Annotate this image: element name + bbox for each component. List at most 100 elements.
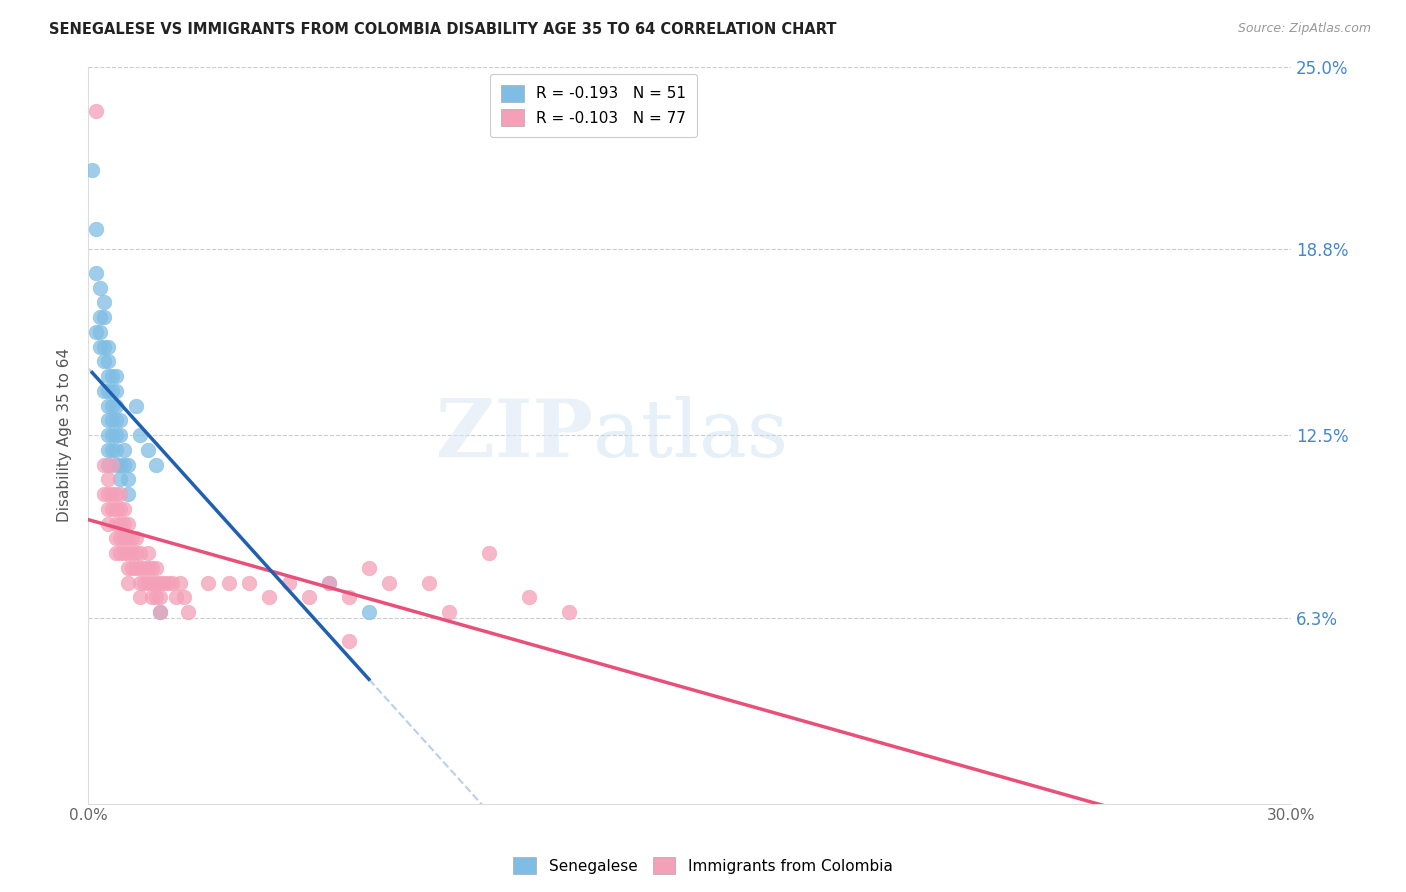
Point <box>418 575 440 590</box>
Point <box>277 575 299 590</box>
Point <box>117 575 139 590</box>
Point <box>110 546 132 560</box>
Point <box>101 487 124 501</box>
Legend: Senegalese, Immigrants from Colombia: Senegalese, Immigrants from Colombia <box>508 851 898 880</box>
Point <box>97 516 120 531</box>
Text: ZIP: ZIP <box>436 396 593 475</box>
Point <box>145 458 167 472</box>
Point <box>101 369 124 384</box>
Point <box>149 605 172 619</box>
Legend: R = -0.193   N = 51, R = -0.103   N = 77: R = -0.193 N = 51, R = -0.103 N = 77 <box>491 74 697 136</box>
Point <box>101 413 124 427</box>
Point <box>117 516 139 531</box>
Point <box>125 399 148 413</box>
Point <box>141 591 163 605</box>
Point <box>173 591 195 605</box>
Point <box>105 501 128 516</box>
Point <box>121 561 143 575</box>
Point <box>153 575 176 590</box>
Point <box>149 575 172 590</box>
Point <box>218 575 240 590</box>
Point <box>105 487 128 501</box>
Point <box>121 531 143 545</box>
Point <box>93 354 115 368</box>
Point <box>101 428 124 442</box>
Point <box>97 458 120 472</box>
Point <box>318 575 340 590</box>
Text: atlas: atlas <box>593 396 789 475</box>
Point <box>89 325 111 339</box>
Point <box>112 531 135 545</box>
Point <box>110 516 132 531</box>
Point <box>110 413 132 427</box>
Point <box>117 487 139 501</box>
Point <box>105 442 128 457</box>
Point <box>437 605 460 619</box>
Point <box>101 442 124 457</box>
Point <box>110 501 132 516</box>
Point <box>97 369 120 384</box>
Text: Source: ZipAtlas.com: Source: ZipAtlas.com <box>1237 22 1371 36</box>
Point <box>129 428 152 442</box>
Point <box>93 458 115 472</box>
Point <box>149 591 172 605</box>
Point <box>84 325 107 339</box>
Point <box>105 458 128 472</box>
Point <box>298 591 321 605</box>
Point <box>97 340 120 354</box>
Point <box>97 384 120 398</box>
Point <box>112 516 135 531</box>
Point <box>318 575 340 590</box>
Point <box>141 561 163 575</box>
Point <box>97 413 120 427</box>
Point <box>125 531 148 545</box>
Point <box>145 575 167 590</box>
Point <box>105 413 128 427</box>
Point <box>257 591 280 605</box>
Point <box>89 340 111 354</box>
Point <box>105 399 128 413</box>
Point <box>105 531 128 545</box>
Point <box>110 472 132 486</box>
Point <box>112 501 135 516</box>
Point <box>110 487 132 501</box>
Point <box>145 561 167 575</box>
Point <box>93 295 115 310</box>
Point <box>165 591 187 605</box>
Point <box>134 575 156 590</box>
Point <box>238 575 260 590</box>
Point <box>97 428 120 442</box>
Point <box>89 281 111 295</box>
Point <box>337 591 360 605</box>
Point <box>93 340 115 354</box>
Point <box>97 399 120 413</box>
Point <box>136 546 159 560</box>
Point <box>129 575 152 590</box>
Point <box>110 458 132 472</box>
Point <box>101 458 124 472</box>
Point <box>97 354 120 368</box>
Point <box>101 399 124 413</box>
Point <box>84 221 107 235</box>
Point <box>105 384 128 398</box>
Point <box>145 591 167 605</box>
Y-axis label: Disability Age 35 to 64: Disability Age 35 to 64 <box>58 348 72 522</box>
Point <box>162 575 184 590</box>
Point <box>125 546 148 560</box>
Point <box>558 605 581 619</box>
Point <box>84 266 107 280</box>
Point <box>112 442 135 457</box>
Point <box>129 561 152 575</box>
Point <box>121 546 143 560</box>
Point <box>149 605 172 619</box>
Point <box>136 561 159 575</box>
Point <box>129 546 152 560</box>
Point <box>141 575 163 590</box>
Point <box>134 561 156 575</box>
Point <box>157 575 180 590</box>
Point <box>125 561 148 575</box>
Point <box>89 30 111 45</box>
Point <box>105 516 128 531</box>
Point <box>93 384 115 398</box>
Point <box>105 428 128 442</box>
